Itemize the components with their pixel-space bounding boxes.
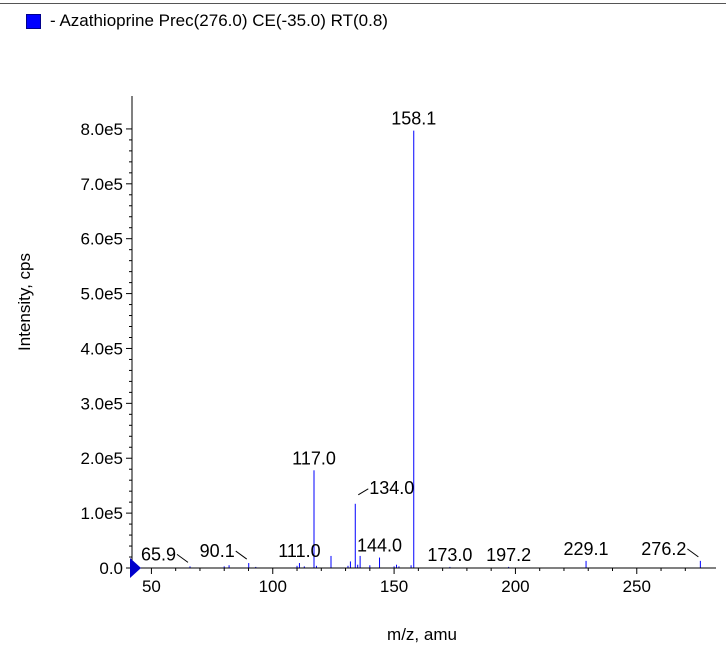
x-axis-label: m/z, amu	[387, 625, 457, 644]
peak-label: 229.1	[564, 539, 609, 559]
peak-label-leader	[687, 548, 699, 558]
peak-label: 111.0	[278, 541, 320, 561]
y-tick-label: 7.0e5	[80, 175, 123, 194]
x-tick-label: 200	[501, 577, 529, 596]
legend: - Azathioprine Prec(276.0) CE(-35.0) RT(…	[26, 8, 388, 34]
peak-label: 90.1	[200, 541, 235, 561]
legend-swatch	[26, 13, 41, 29]
y-tick-label: 6.0e5	[80, 230, 123, 249]
x-tick-label: 100	[259, 577, 287, 596]
top-border	[0, 3, 726, 4]
y-tick-label: 0.0	[99, 559, 123, 578]
peak-label: 65.9	[141, 544, 176, 564]
x-tick-label: 150	[380, 577, 408, 596]
y-tick-label: 4.0e5	[80, 339, 123, 358]
y-tick-label: 3.0e5	[80, 394, 123, 413]
axis-marker-triangle	[130, 558, 141, 578]
y-tick-label: 8.0e5	[80, 120, 123, 139]
peak-label: 134.0	[369, 478, 414, 498]
x-tick-label: 50	[142, 577, 161, 596]
peak-label-leader	[358, 488, 369, 496]
peak-label: 144.0	[357, 536, 402, 556]
peak-label: 117.0	[292, 448, 336, 468]
peak-label: 197.2	[486, 545, 531, 565]
y-tick-label: 5.0e5	[80, 285, 123, 304]
y-axis-label: Intensity, cps	[15, 253, 34, 351]
legend-label: - Azathioprine Prec(276.0) CE(-35.0) RT(…	[50, 11, 388, 30]
peak-labels: 65.9 90.1 111.0 117.0 134.0 144.0 158.1 173.0 19…	[141, 109, 699, 565]
peak-label-leader	[235, 550, 248, 560]
peak-bars	[189, 130, 701, 568]
axis-ticks: 0.0 1.0e5 2.0e5 3.0e5 4.0e5 5.0e5 6.0e5 7.0e5 8.…	[80, 120, 686, 596]
y-tick-label: 2.0e5	[80, 449, 123, 468]
y-tick-label: 1.0e5	[80, 504, 123, 523]
peak-label-leader	[176, 553, 189, 563]
peak-label: 276.2	[641, 539, 686, 559]
peak-label: 173.0	[427, 545, 472, 565]
peak-label: 158.1	[391, 109, 436, 129]
x-tick-label: 250	[623, 577, 651, 596]
